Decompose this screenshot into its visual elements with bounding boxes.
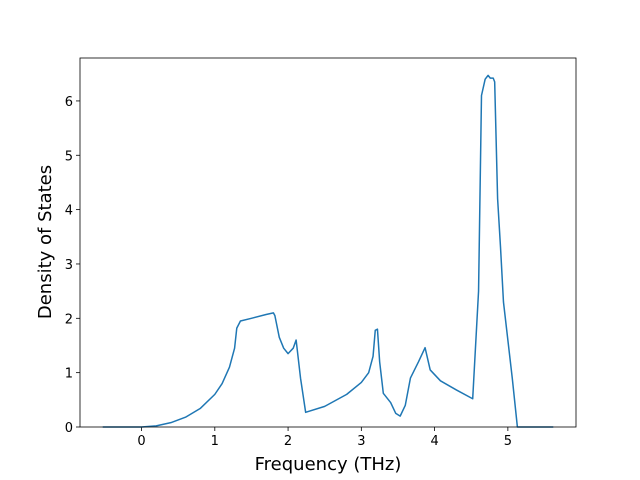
x-tick-label: 5	[504, 434, 512, 449]
x-tick-label: 0	[137, 434, 145, 449]
y-tick-label: 3	[65, 258, 73, 273]
y-tick-label: 4	[65, 204, 73, 219]
x-tick-label: 1	[211, 434, 219, 449]
x-tick-label: 3	[357, 434, 365, 449]
y-tick-label: 0	[65, 421, 73, 436]
plot-frame	[79, 57, 577, 428]
x-tick-label: 4	[430, 434, 438, 449]
data-line	[102, 74, 554, 428]
y-tick-label: 1	[65, 367, 73, 382]
y-tick-label: 6	[65, 95, 73, 110]
y-tick-label: 2	[65, 312, 73, 327]
x-axis-label: Frequency (THz)	[255, 454, 402, 475]
x-tick-label: 2	[284, 434, 292, 449]
y-tick-label: 5	[65, 149, 73, 164]
y-axis-label: Density of States	[35, 165, 56, 319]
